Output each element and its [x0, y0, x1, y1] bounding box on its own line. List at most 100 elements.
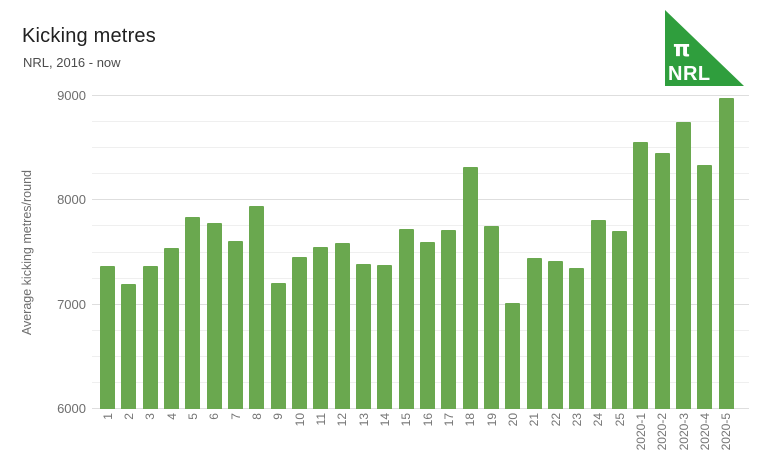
bar-slot-3 — [140, 96, 161, 409]
bar-20 — [505, 302, 521, 409]
bar-slot-5 — [182, 96, 203, 409]
bar-slot-24 — [588, 96, 609, 409]
minor-gridline-8250 — [92, 173, 749, 175]
bar-4 — [164, 248, 180, 409]
bar-slot-13 — [353, 96, 374, 409]
x-tick-label-11: 11 — [313, 413, 328, 426]
x-tick-cell-4: 4 — [161, 413, 182, 450]
x-tick-cell-22: 22 — [545, 413, 566, 450]
x-axis-tick-labels: 1 2 3 4 5 6 7 8 9 10 11 12 13 14 15 16 17 18 19 20 21 22 23 24 2… — [92, 413, 749, 450]
bar-slot-11 — [310, 96, 331, 409]
x-tick-label-2020-4: 2020-4 — [697, 413, 712, 451]
x-tick-cell-25: 25 — [609, 413, 630, 450]
bar-slot-7 — [225, 96, 246, 409]
pi-nrl-logo: π NRL — [665, 10, 744, 86]
x-tick-label-2020-2: 2020-2 — [655, 413, 670, 451]
bar-slot-2 — [118, 96, 139, 409]
minor-gridline-7750 — [92, 225, 749, 227]
x-tick-cell-1: 1 — [97, 413, 118, 450]
bar-series — [92, 96, 749, 409]
bar-slot-25 — [609, 96, 630, 409]
bar-2020-1 — [633, 141, 649, 409]
bar-slot-23 — [566, 96, 587, 409]
bar-slot-22 — [545, 96, 566, 409]
y-tick-label-7000: 7000 — [57, 296, 86, 312]
x-tick-cell-17: 17 — [438, 413, 459, 450]
minor-gridline-8500 — [92, 147, 749, 149]
bar-slot-9 — [268, 96, 289, 409]
bar-slot-14 — [374, 96, 395, 409]
bar-slot-18 — [460, 96, 481, 409]
bar-slot-16 — [417, 96, 438, 409]
x-tick-label-17: 17 — [441, 413, 456, 427]
x-tick-cell-2020-5: 2020-5 — [716, 413, 737, 450]
x-tick-label-8: 8 — [249, 413, 264, 420]
bar-3 — [142, 266, 158, 409]
x-tick-label-22: 22 — [548, 413, 563, 427]
bar-2 — [121, 283, 137, 409]
chart-title: Kicking metres — [22, 25, 156, 47]
bar-2020-3 — [676, 122, 692, 409]
chart-subtitle: NRL, 2016 - now — [23, 55, 121, 70]
logo-pi-icon: π — [673, 37, 690, 62]
bar-12 — [334, 243, 350, 409]
x-tick-cell-18: 18 — [460, 413, 481, 450]
bar-17 — [441, 229, 457, 409]
x-tick-label-10: 10 — [292, 413, 307, 427]
x-tick-cell-2: 2 — [118, 413, 139, 450]
x-tick-cell-2020-1: 2020-1 — [630, 413, 651, 450]
bar-11 — [313, 247, 329, 409]
y-tick-label-9000: 9000 — [57, 88, 86, 103]
x-tick-label-20: 20 — [505, 413, 520, 427]
x-tick-cell-5: 5 — [182, 413, 203, 450]
x-tick-label-7: 7 — [228, 413, 243, 420]
bar-slot-2020-2 — [652, 96, 673, 409]
y-tick-label-8000: 8000 — [57, 192, 86, 208]
x-tick-label-18: 18 — [463, 413, 478, 427]
major-gridline-8000 — [92, 199, 749, 201]
major-gridline-9000 — [92, 95, 749, 96]
bar-slot-15 — [396, 96, 417, 409]
bar-22 — [548, 260, 564, 409]
y-tick-label-6000: 6000 — [57, 401, 86, 416]
y-axis-title-text: Average kicking metres/round — [20, 169, 34, 336]
bar-slot-1 — [97, 96, 118, 409]
bar-slot-2020-3 — [673, 96, 694, 409]
x-tick-cell-8: 8 — [246, 413, 267, 450]
bar-8 — [249, 205, 265, 409]
bar-14 — [377, 265, 393, 409]
x-tick-cell-21: 21 — [524, 413, 545, 450]
x-tick-label-15: 15 — [399, 413, 414, 427]
bar-slot-20 — [502, 96, 523, 409]
bar-18 — [462, 166, 478, 409]
bar-slot-2020-5 — [716, 96, 737, 409]
bar-slot-19 — [481, 96, 502, 409]
bar-24 — [590, 220, 606, 409]
x-tick-label-5: 5 — [185, 413, 200, 420]
x-tick-label-24: 24 — [591, 413, 606, 427]
x-tick-label-14: 14 — [377, 413, 392, 427]
x-tick-label-9: 9 — [271, 413, 286, 420]
bar-7 — [228, 241, 244, 409]
bar-5 — [185, 217, 201, 409]
bar-23 — [569, 268, 585, 409]
logo-triangle-shape — [665, 10, 744, 86]
plot-area — [92, 95, 749, 409]
bar-slot-10 — [289, 96, 310, 409]
bar-15 — [398, 228, 414, 409]
x-tick-cell-24: 24 — [588, 413, 609, 450]
x-tick-cell-2020-3: 2020-3 — [673, 413, 694, 450]
logo-wordmark: NRL — [668, 63, 711, 85]
bar-16 — [420, 242, 436, 409]
bar-6 — [206, 223, 222, 409]
x-tick-cell-16: 16 — [417, 413, 438, 450]
x-tick-label-21: 21 — [527, 413, 542, 427]
bar-21 — [526, 257, 542, 409]
bar-2020-2 — [654, 153, 670, 409]
bar-10 — [292, 256, 308, 409]
x-tick-cell-9: 9 — [268, 413, 289, 450]
bar-1 — [100, 266, 116, 409]
bar-slot-17 — [438, 96, 459, 409]
bar-9 — [270, 282, 286, 409]
